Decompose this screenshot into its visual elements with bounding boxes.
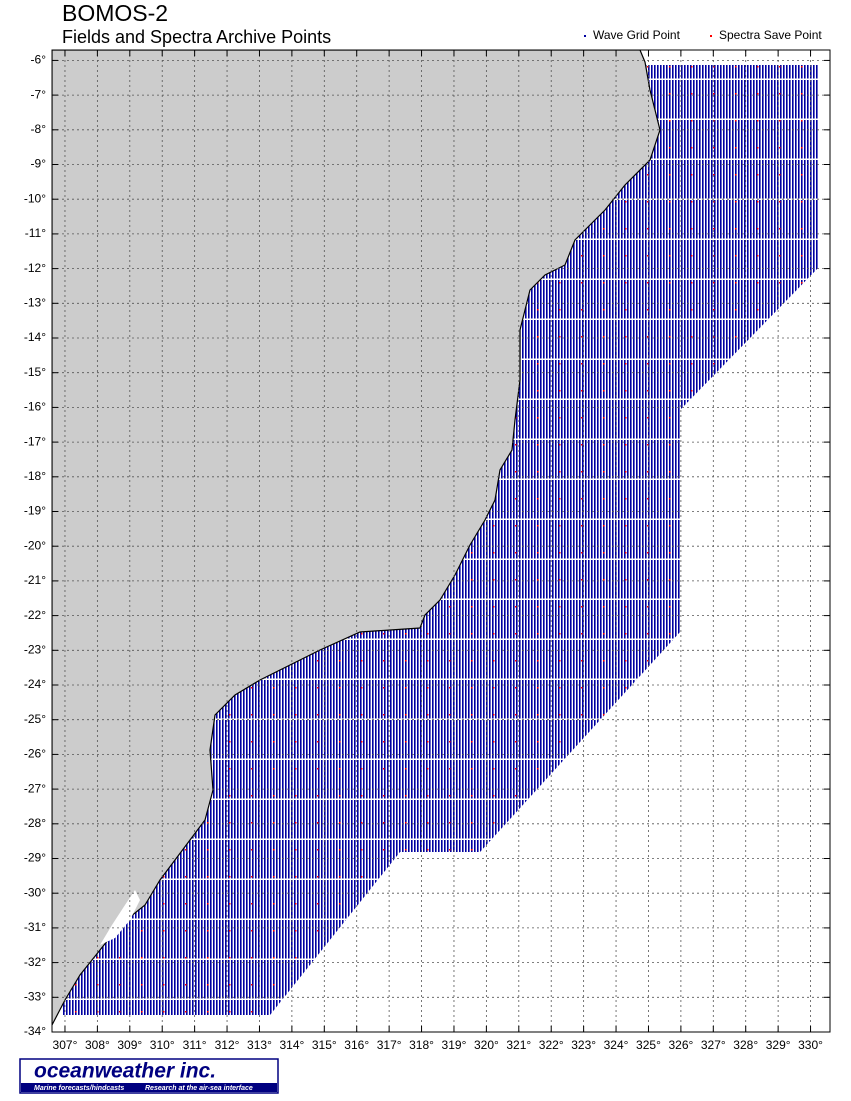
x-tick-label: 322° [539,1038,564,1052]
legend-label: Spectra Save Point [719,28,822,42]
x-tick-label: 317° [377,1038,402,1052]
x-tick-label: 327° [701,1038,726,1052]
subtitle: Fields and Spectra Archive Points [62,27,331,47]
x-tick-label: 311° [183,1038,207,1052]
spectra-points [62,65,818,1015]
y-tick-label: -18° [24,469,46,483]
title: BOMOS-2 [62,0,168,26]
y-tick-label: -14° [24,330,46,344]
map-area [52,50,830,1032]
x-tick-label: 316° [344,1038,369,1052]
legend-marker [584,35,586,37]
y-tick-label: -23° [24,642,46,656]
x-tick-label: 325° [636,1038,661,1052]
x-tick-label: 314° [279,1038,304,1052]
logo-tagline: Marine forecasts/hindcasts [34,1085,124,1092]
y-tick-label: -12° [24,261,46,275]
logo-name: oceanweather inc. [34,1060,216,1083]
legend: Wave Grid Point Spectra Save Point [584,28,822,42]
y-tick-label: -19° [24,504,46,518]
y-tick-label: -30° [24,885,46,899]
y-tick-label: -16° [24,400,46,414]
legend-label: Wave Grid Point [593,28,681,42]
x-tick-label: 329° [766,1038,791,1052]
legend-marker [710,35,712,37]
x-tick-label: 312° [215,1038,240,1052]
x-tick-label: 330° [798,1038,823,1052]
x-tick-label: 313° [247,1038,272,1052]
y-tick-label: -25° [24,712,46,726]
y-tick-label: -15° [24,365,46,379]
y-tick-label: -33° [24,989,46,1003]
y-tick-label: -8° [31,122,47,136]
lagoon [100,890,140,945]
x-tick-label: 321° [506,1038,531,1052]
y-tick-label: -32° [24,955,46,969]
logo-band [21,1083,277,1092]
y-tick-label: -17° [24,434,46,448]
y-tick-label: -31° [24,920,46,934]
y-tick-label: -28° [24,816,46,830]
y-tick-label: -7° [31,87,47,101]
x-tick-label: 310° [150,1038,175,1052]
y-tick-label: -10° [24,191,46,205]
y-tick-label: -26° [24,747,46,761]
y-tick-label: -27° [24,781,46,795]
logo: oceanweather inc. Marine forecasts/hindc… [19,1058,279,1094]
y-tick-label: -6° [31,53,47,67]
y-tick-label: -21° [24,573,46,587]
y-tick-label: -11° [25,226,46,240]
y-tick-label: -20° [24,538,46,552]
logo-tagline: Research at the air-sea interface [145,1085,253,1092]
x-tick-label: 323° [571,1038,596,1052]
x-tick-label: 318° [409,1038,434,1052]
x-tick-label: 319° [442,1038,467,1052]
land [52,50,661,1026]
y-tick-label: -22° [24,608,46,622]
y-tick-label: -13° [24,295,46,309]
plot-frame [51,49,831,1033]
x-tick-label: 328° [733,1038,758,1052]
x-tick-label: 320° [474,1038,499,1052]
y-tick-label: -29° [24,851,46,865]
x-tick-label: 326° [668,1038,693,1052]
y-tick-label: -24° [24,677,46,691]
x-tick-label: 315° [312,1038,337,1052]
x-tick-label: 307° [53,1038,78,1052]
y-tick-label: -9° [31,157,47,171]
x-tick-label: 324° [604,1038,629,1052]
y-tick-label: -34° [24,1024,46,1038]
x-tick-label: 309° [117,1038,142,1052]
x-tick-label: 308° [85,1038,110,1052]
